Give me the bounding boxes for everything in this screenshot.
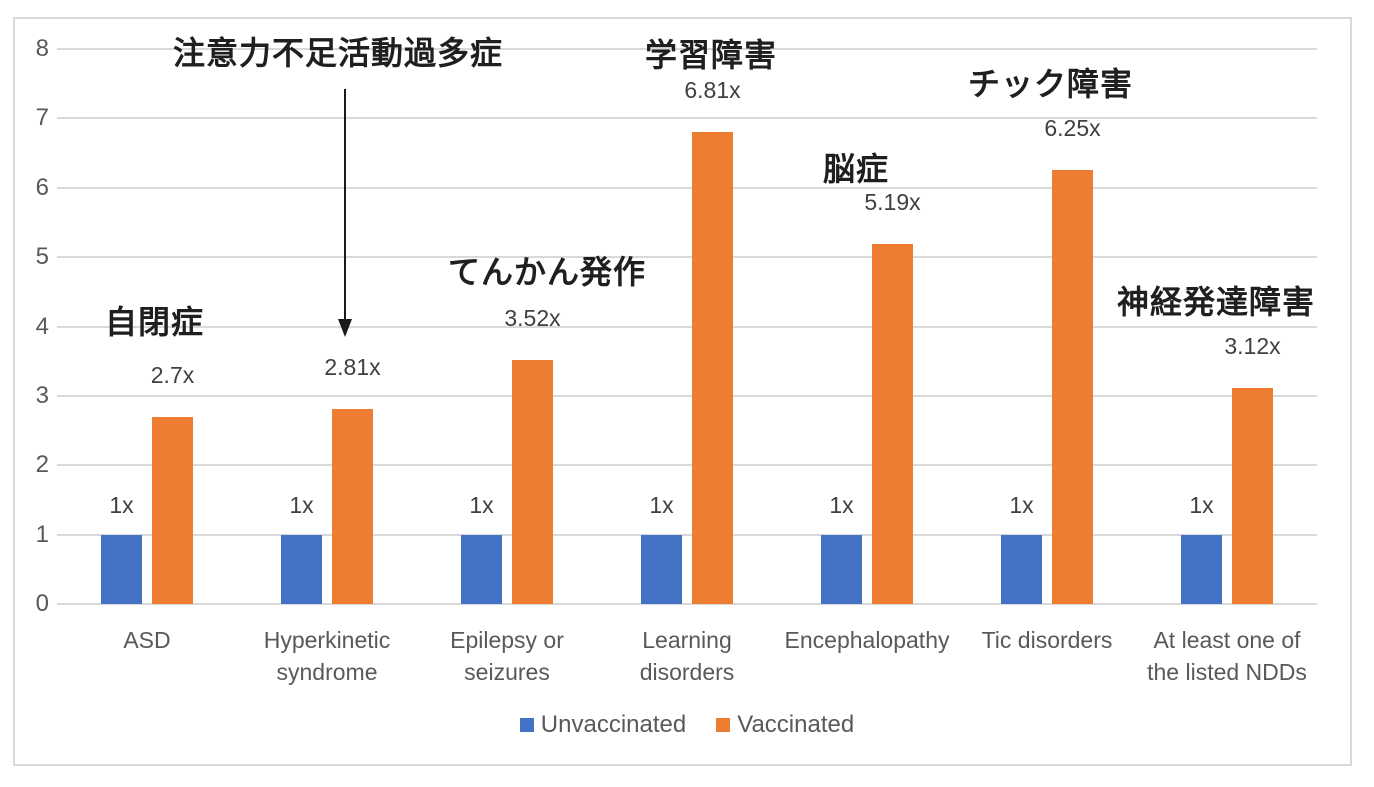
x-tick-line: seizures [464,659,550,685]
x-tick-label-5: Encephalopathy [767,624,967,656]
x-tick-line: Encephalopathy [784,627,950,653]
data-label-vaccinated-5: 5.19x [864,188,921,215]
annotation-5: 脳症 [823,151,890,187]
bar-vaccinated-6 [1052,170,1093,604]
legend-label-unvaccinated: Unvaccinated [540,711,687,738]
gridline-0 [57,603,1317,605]
data-label-unvaccinated-1: 1x [109,491,134,518]
bar-unvaccinated-2 [281,534,322,604]
x-tick-line: Epilepsy or [450,627,564,653]
y-tick-label-7: 7 [35,104,49,132]
bar-unvaccinated-5 [821,534,862,604]
x-tick-label-2: Hyperkinetic syndrome [227,624,427,688]
annotation-7: 神経発達障害 [1117,284,1316,320]
data-label-unvaccinated-5: 1x [829,491,854,518]
annotation-arrow-head [338,319,352,337]
data-label-vaccinated-7: 3.12x [1224,332,1281,359]
gridline-1 [57,533,1317,536]
y-tick-label-3: 3 [35,381,49,409]
bar-vaccinated-2 [332,409,373,604]
x-tick-line: ASD [123,627,171,653]
bar-unvaccinated-3 [461,534,502,604]
y-tick-label-2: 2 [35,451,49,479]
legend-item-vaccinated: Vaccinated [716,711,854,739]
x-tick-label-1: ASD [47,624,247,656]
gridline-3 [57,394,1317,397]
bar-vaccinated-4 [692,131,733,604]
legend-swatch-unvaccinated [519,718,534,732]
annotation-4: 学習障害 [645,37,778,73]
y-tick-label-8: 8 [35,35,49,62]
x-tick-line: the listed NDDs [1147,659,1307,685]
x-tick-label-4: Learning disorders [587,624,787,688]
annotation-2: 注意力不足活動過多症 [173,35,504,71]
annotation-6: チック障害 [968,66,1134,102]
y-tick-label-4: 4 [35,312,49,340]
bar-unvaccinated-4 [641,534,682,604]
annotation-3: てんかん発作 [448,254,647,290]
chart-frame [13,17,1352,766]
bar-unvaccinated-6 [1001,534,1042,604]
bar-vaccinated-1 [152,416,193,604]
data-label-vaccinated-4: 6.81x [684,76,741,103]
legend-item-unvaccinated: Unvaccinated [519,711,687,739]
legend: Unvaccinated Vaccinated [57,711,1317,739]
gridline-7 [57,117,1317,120]
data-label-vaccinated-6: 6.25x [1044,115,1101,142]
x-tick-line: At least one of [1153,627,1301,653]
x-tick-line: syndrome [276,659,378,685]
data-label-vaccinated-1: 2.7x [150,361,195,388]
y-tick-label-5: 5 [35,243,49,271]
gridline-4 [57,325,1317,328]
y-tick-label-1: 1 [35,520,49,548]
x-tick-line: Hyperkinetic [263,627,391,653]
x-tick-line: Learning [642,627,732,653]
data-label-unvaccinated-3: 1x [469,491,494,518]
data-label-vaccinated-2: 2.81x [324,354,381,381]
gridline-8 [57,48,1317,50]
gridline-6 [57,186,1317,189]
legend-swatch-vaccinated [716,718,731,732]
annotation-arrow-line [344,89,346,319]
data-label-vaccinated-3: 3.52x [504,304,561,331]
x-tick-label-7: At least one of the listed NDDs [1127,624,1327,688]
bar-vaccinated-5 [872,243,913,604]
bar-vaccinated-7 [1232,387,1273,604]
gridline-2 [57,464,1317,467]
x-tick-line: Tic disorders [981,627,1113,653]
x-tick-label-6: Tic disorders [947,624,1147,656]
bar-vaccinated-3 [512,359,553,604]
data-label-unvaccinated-6: 1x [1009,491,1034,518]
plot-area: 1x 2.7x 1x 2.81x 1x 3.52x 1x 6.81x 1x 5.19x 1x 6.25… [57,48,1317,605]
bar-unvaccinated-1 [101,534,142,604]
y-tick-label-6: 6 [35,173,49,201]
bar-unvaccinated-7 [1181,534,1222,604]
legend-label-vaccinated: Vaccinated [737,711,855,738]
x-tick-label-3: Epilepsy or seizures [407,624,607,688]
y-tick-label-0: 0 [35,590,49,617]
annotation-1: 自閉症 [105,304,205,340]
data-label-unvaccinated-4: 1x [649,491,674,518]
data-label-unvaccinated-7: 1x [1189,491,1214,518]
x-tick-line: disorders [639,659,735,685]
data-label-unvaccinated-2: 1x [289,491,314,518]
gridline-5 [57,256,1317,259]
